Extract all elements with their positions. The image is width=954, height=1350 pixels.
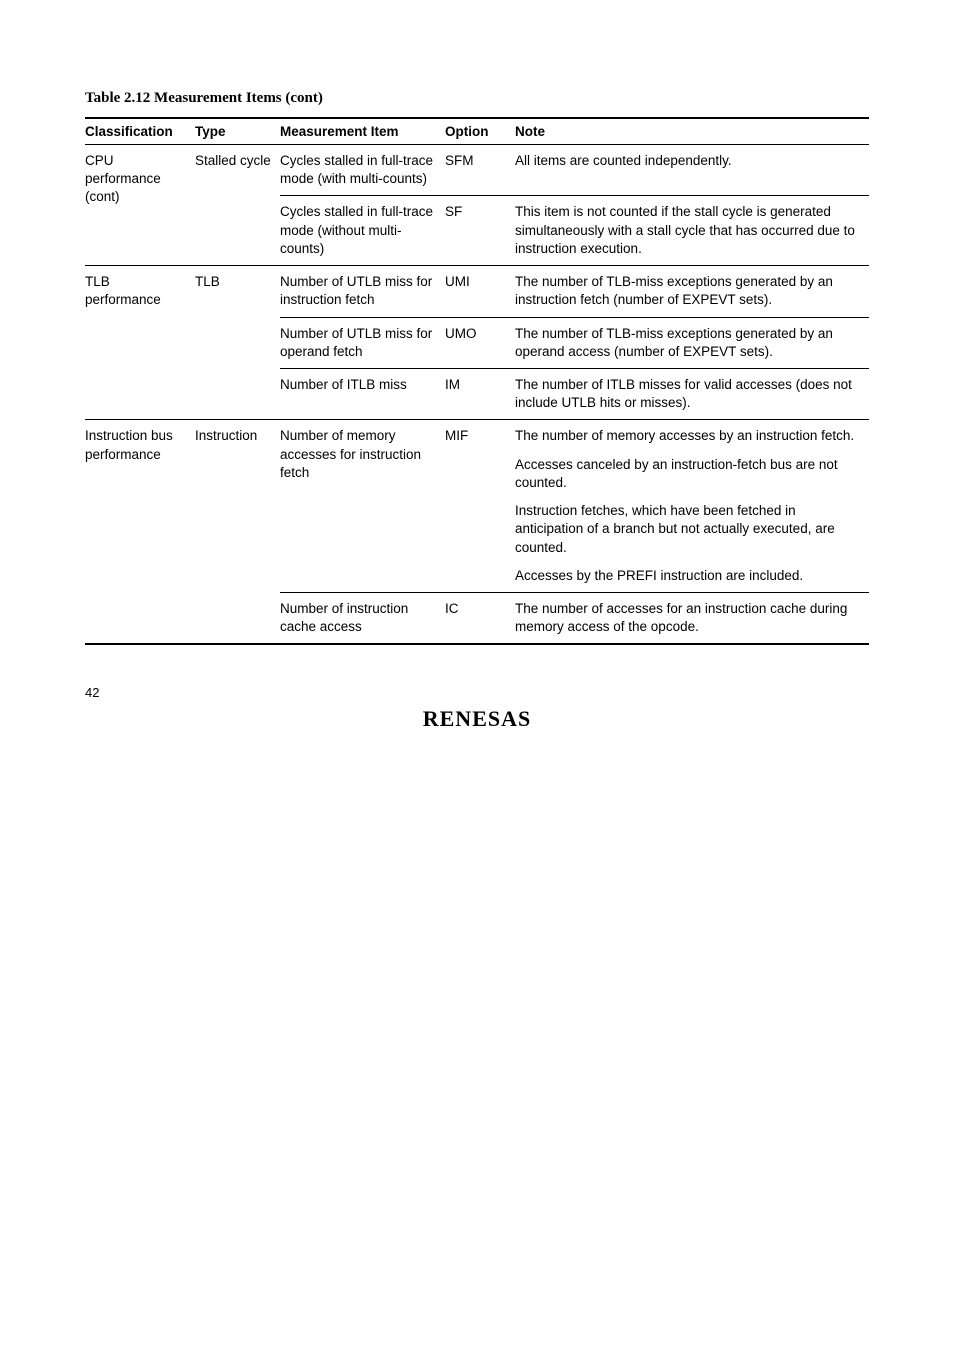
note-cell: The number of accesses for an instructio… xyxy=(515,592,869,644)
col-option: Option xyxy=(445,118,515,145)
type-cell: TLB xyxy=(195,266,280,420)
option-cell: UMO xyxy=(445,317,515,368)
note-cell: The number of ITLB misses for valid acce… xyxy=(515,368,869,419)
document-page: Table 2.12 Measurement Items (cont) Clas… xyxy=(0,0,954,772)
measurement-cell: Number of ITLB miss xyxy=(280,368,445,419)
note-paragraph: The number of memory accesses by an inst… xyxy=(515,427,863,445)
type-cell: Instruction xyxy=(195,420,280,644)
col-note: Note xyxy=(515,118,869,145)
measurement-cell: Number of UTLB miss for instruction fetc… xyxy=(280,266,445,317)
note-paragraph: Accesses canceled by an instruction-fetc… xyxy=(515,456,863,492)
option-cell: SFM xyxy=(445,145,515,196)
option-cell: MIF xyxy=(445,420,515,593)
note-paragraph: Instruction fetches, which have been fet… xyxy=(515,502,863,557)
page-number: 42 xyxy=(85,685,869,700)
table-title: Table 2.12 Measurement Items (cont) xyxy=(85,90,869,107)
note-cell: The number of TLB-miss exceptions genera… xyxy=(515,266,869,317)
table-row: Instruction bus performance Instruction … xyxy=(85,420,869,593)
col-measurement: Measurement Item xyxy=(280,118,445,145)
measurement-cell: Cycles stalled in full-trace mode (with … xyxy=(280,145,445,196)
col-classification: Classification xyxy=(85,118,195,145)
option-cell: UMI xyxy=(445,266,515,317)
measurement-cell: Number of UTLB miss for operand fetch xyxy=(280,317,445,368)
col-type: Type xyxy=(195,118,280,145)
option-cell: IC xyxy=(445,592,515,644)
classification-cell: Instruction bus performance xyxy=(85,420,195,644)
classification-cell: CPU performance (cont) xyxy=(85,145,195,266)
option-cell: SF xyxy=(445,196,515,266)
renesas-logo: RENESAS xyxy=(85,706,869,732)
type-cell: Stalled cycle xyxy=(195,145,280,266)
note-paragraph: Accesses by the PREFI instruction are in… xyxy=(515,567,863,585)
measurement-table: Classification Type Measurement Item Opt… xyxy=(85,117,869,645)
table-header-row: Classification Type Measurement Item Opt… xyxy=(85,118,869,145)
note-cell: The number of TLB-miss exceptions genera… xyxy=(515,317,869,368)
note-cell: This item is not counted if the stall cy… xyxy=(515,196,869,266)
measurement-cell: Number of memory accesses for instructio… xyxy=(280,420,445,593)
measurement-cell: Number of instruction cache access xyxy=(280,592,445,644)
option-cell: IM xyxy=(445,368,515,419)
note-cell: All items are counted independently. xyxy=(515,145,869,196)
classification-cell: TLB performance xyxy=(85,266,195,420)
note-cell: The number of memory accesses by an inst… xyxy=(515,420,869,593)
table-row: TLB performance TLB Number of UTLB miss … xyxy=(85,266,869,317)
table-row: CPU performance (cont) Stalled cycle Cyc… xyxy=(85,145,869,196)
measurement-cell: Cycles stalled in full-trace mode (witho… xyxy=(280,196,445,266)
